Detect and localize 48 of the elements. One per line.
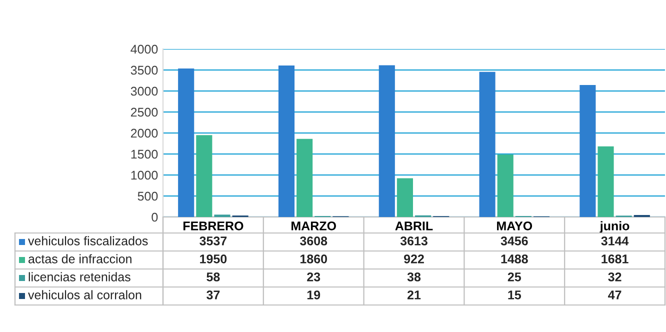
data-label: 3537 [200, 236, 227, 246]
data-label: 37 [206, 290, 220, 300]
bar [479, 72, 496, 217]
bar [178, 68, 194, 217]
y-tick-label: 500 [138, 192, 158, 201]
data-label: 3608 [300, 236, 328, 246]
data-label: 19 [307, 290, 320, 300]
data-label: 15 [508, 290, 522, 300]
bar [196, 135, 212, 217]
bar [580, 84, 596, 217]
y-tick-label: 3000 [130, 86, 158, 96]
y-tick-label: 1000 [131, 170, 158, 180]
data-label: 58 [206, 272, 220, 282]
y-tick-label: 2500 [130, 108, 158, 117]
data-label: 21 [407, 290, 421, 300]
bar [396, 178, 413, 217]
bar [296, 138, 313, 217]
data-label: 922 [404, 254, 424, 264]
data-label: 1860 [300, 254, 327, 264]
y-tick-label: 3500 [130, 66, 158, 75]
y-tick-label: 1500 [131, 150, 158, 159]
data-label: 32 [608, 272, 622, 282]
data-label: 47 [608, 290, 622, 300]
legend-label: licencias retenidas [28, 272, 130, 282]
data-label: 25 [508, 272, 522, 282]
data-label: 3456 [500, 236, 528, 246]
y-tick-label: 2000 [130, 128, 158, 138]
bar [378, 65, 395, 217]
bar [497, 154, 514, 217]
data-label: 1488 [501, 254, 528, 264]
x-tick-label: MARZO [292, 221, 336, 230]
data-label: 23 [307, 272, 320, 282]
x-tick-label: junio [600, 221, 630, 233]
legend-label: actas de infraccion [28, 254, 132, 264]
x-tick-label: MAYO [497, 221, 532, 230]
data-label: 1681 [602, 254, 628, 264]
y-tick-label: 4000 [130, 44, 158, 54]
x-tick-label: ABRIL [395, 222, 433, 230]
bar [278, 65, 295, 217]
data-label: 3144 [601, 236, 629, 246]
x-tick-label: FEBRERO [183, 221, 244, 230]
legend-label: vehiculos fiscalizados [28, 236, 148, 246]
legend-label: vehiculos al corralon [28, 290, 142, 300]
data-label: 38 [407, 272, 421, 282]
data-label: 1950 [200, 254, 227, 264]
data-label: 3613 [400, 236, 428, 246]
bar [598, 146, 614, 217]
y-tick-label: 0 [152, 212, 158, 222]
